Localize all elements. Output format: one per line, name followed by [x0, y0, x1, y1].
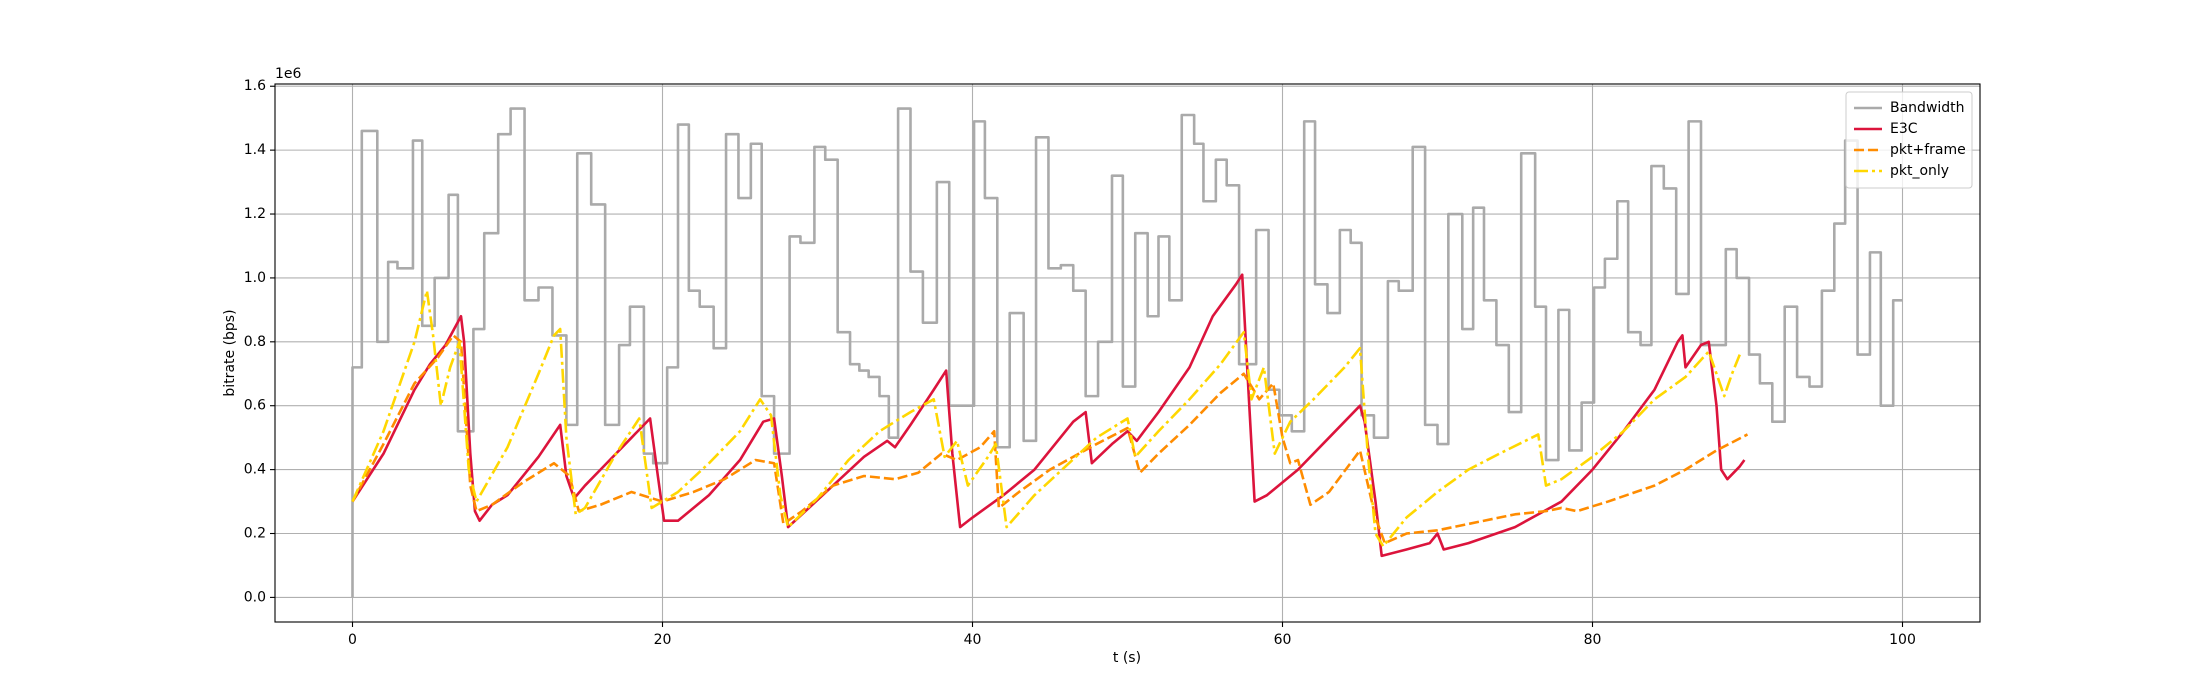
y-tick-label: 0.6	[244, 398, 266, 414]
series-line	[351, 334, 1749, 545]
y-tick-label: 0.4	[244, 462, 266, 478]
x-tick-label: 80	[1584, 632, 1602, 648]
y-axis-label: bitrate (bps)	[222, 309, 238, 396]
x-tick-label: 60	[1274, 632, 1292, 648]
y-tick-label: 0.2	[244, 526, 266, 542]
x-axis-label: t (s)	[1113, 650, 1141, 666]
y-tick-label: 1.0	[244, 270, 266, 286]
x-tick-label: 20	[654, 632, 672, 648]
y-tick-label: 1.2	[244, 206, 266, 222]
legend-label: E3C	[1890, 121, 1918, 137]
x-tick-label: 0	[348, 632, 357, 648]
y-tick-label: 0.0	[244, 589, 266, 605]
legend-label: pkt+frame	[1890, 142, 1966, 158]
series-line	[351, 107, 1903, 598]
x-tick-label: 40	[964, 632, 982, 648]
series-line	[351, 273, 1746, 558]
y-tick-label: 0.8	[244, 334, 266, 350]
plot-frame	[274, 83, 1981, 623]
x-tick-label: 100	[1889, 632, 1916, 648]
y-offset-label: 1e6	[275, 66, 302, 82]
y-tick-label: 1.4	[244, 142, 266, 158]
legend-box	[1845, 91, 1973, 189]
legend-label: pkt_only	[1890, 163, 1949, 179]
y-tick-label: 1.6	[244, 78, 266, 94]
legend-label: Bandwidth	[1890, 100, 1965, 116]
series-line	[351, 289, 1741, 548]
grid	[275, 84, 1980, 622]
